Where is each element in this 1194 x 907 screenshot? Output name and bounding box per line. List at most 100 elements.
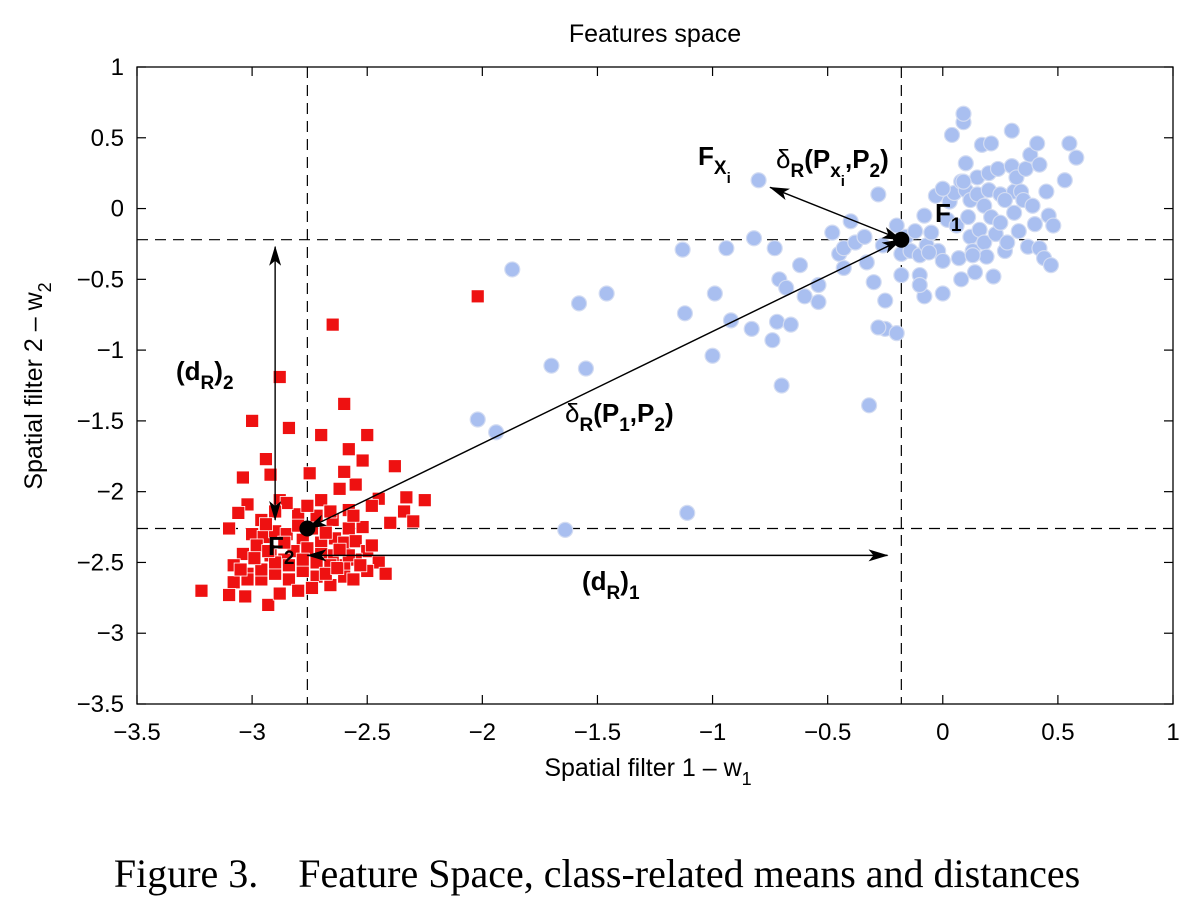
class2-point	[222, 521, 236, 536]
class1-point	[960, 208, 977, 226]
class2-point	[337, 397, 352, 411]
class-mean-marker	[893, 231, 910, 248]
class1-point	[577, 360, 595, 377]
class1-point	[810, 293, 827, 311]
class1-point	[570, 295, 588, 312]
label-delta-pxi-p2: δR(Pxi,P2)	[776, 144, 889, 190]
class1-point	[916, 207, 933, 224]
class1-point	[856, 228, 873, 245]
class2-point	[247, 551, 262, 566]
x-tick-label: −1.5	[574, 719, 621, 746]
class2-point	[282, 558, 296, 573]
class1-point	[773, 377, 790, 394]
class2-point	[330, 561, 345, 576]
mean-label-f2: F2	[268, 531, 294, 569]
class1-point	[934, 285, 951, 302]
class2-point	[282, 572, 296, 587]
class1-point	[1003, 122, 1020, 139]
class2-point	[364, 538, 379, 553]
class1-point	[999, 234, 1016, 251]
class1-point	[782, 316, 799, 333]
class1-point	[865, 274, 882, 291]
label-dr2: (dR)2	[176, 356, 234, 394]
class1-point	[923, 224, 940, 241]
class2-point	[470, 289, 485, 304]
class1-point	[1068, 149, 1085, 166]
class1-point	[888, 325, 905, 342]
class1-point	[911, 276, 928, 294]
class1-point	[1061, 135, 1078, 152]
class1-point	[943, 126, 961, 144]
figure-caption: Figure 3. Feature Space, class-related m…	[0, 850, 1194, 897]
class2-point	[268, 555, 283, 570]
class1-point	[676, 305, 694, 322]
class1-point	[796, 288, 813, 305]
class2-point	[341, 521, 356, 536]
class2-point	[383, 515, 398, 530]
class1-point	[861, 397, 878, 414]
class1-point	[543, 357, 560, 374]
class2-point	[295, 552, 310, 567]
class2-point	[233, 562, 248, 577]
class-mean-marker	[299, 520, 316, 537]
class2-point	[277, 535, 292, 550]
y-axis-label: Spatial filter 2 – w2	[20, 282, 55, 489]
x-tick-label: −3	[238, 719, 265, 746]
class1-point	[983, 135, 1000, 152]
class1-point	[679, 504, 696, 522]
class1-point	[950, 250, 967, 267]
class1-point	[750, 172, 767, 189]
label-dr1: (dR)1	[582, 566, 640, 604]
class1-point	[1056, 172, 1073, 189]
class2-point	[318, 525, 333, 540]
class1-point	[907, 223, 924, 240]
class2-point	[332, 542, 347, 557]
class1-point	[704, 347, 721, 364]
class1-point	[1031, 156, 1048, 173]
y-tick-label: −0.5	[77, 266, 124, 293]
class1-point	[743, 320, 760, 337]
y-tick-label: 0.5	[91, 125, 124, 152]
caption-text: Feature Space, class-related means and d…	[298, 851, 1081, 896]
class2-point	[353, 558, 368, 573]
class1-point	[920, 244, 938, 261]
y-tick-label: −3.5	[77, 691, 124, 718]
class2-point	[238, 589, 253, 604]
class1-point	[764, 332, 781, 349]
class1-point	[674, 241, 691, 258]
class2-point	[245, 413, 260, 428]
class1-point	[955, 105, 972, 122]
y-tick-label: 0	[111, 196, 124, 223]
class1-point	[978, 248, 995, 265]
class1-point	[1024, 197, 1041, 214]
class1-point	[469, 411, 486, 428]
class2-point	[249, 538, 264, 553]
class1-point	[791, 257, 809, 274]
class1-point	[1017, 160, 1034, 178]
y-tick-label: −2.5	[77, 549, 124, 576]
class1-point	[557, 521, 574, 538]
class1-point	[1042, 257, 1060, 274]
annotations: F1 F2 δR(P1,P2) δR(Pxi,P2) FXi (dR)1 (dR)2	[176, 141, 962, 604]
class2-point	[378, 566, 393, 581]
axis-ticks: −3.5 −3 −2.5 −2 −1.5 −1 −0.5 0 0.5 1 1 0.5 0 −0.5 −1 −1…	[77, 54, 1180, 746]
class1-point	[706, 285, 723, 302]
class1-point	[1010, 223, 1027, 240]
class2-point	[417, 493, 432, 508]
class2-point	[194, 583, 209, 598]
class1-point	[745, 230, 763, 247]
class2-point	[314, 428, 329, 442]
class2-point	[259, 517, 273, 532]
class2-point	[282, 421, 296, 435]
class2-point	[341, 442, 356, 457]
class1-point	[718, 240, 735, 257]
class1-point	[989, 160, 1007, 178]
class2-point	[387, 459, 402, 474]
class2-point	[360, 428, 375, 442]
class1-point	[955, 173, 972, 190]
class2-point	[305, 581, 319, 595]
caption-label: Figure 3.	[113, 851, 259, 896]
x-tick-label: −2.5	[344, 719, 391, 746]
class2-point	[325, 317, 340, 332]
